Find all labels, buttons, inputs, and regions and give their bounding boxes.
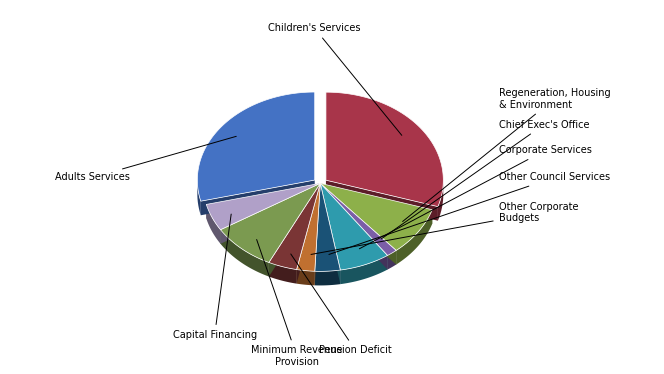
Polygon shape: [341, 255, 388, 284]
Polygon shape: [315, 183, 320, 285]
Polygon shape: [438, 183, 444, 221]
Polygon shape: [197, 92, 315, 201]
Text: Capital Financing: Capital Financing: [173, 214, 257, 340]
Polygon shape: [197, 182, 201, 215]
Polygon shape: [207, 183, 320, 230]
Polygon shape: [320, 183, 388, 270]
Polygon shape: [220, 183, 320, 244]
Text: Other Corporate
Budgets: Other Corporate Budgets: [311, 202, 578, 254]
Polygon shape: [320, 183, 396, 264]
Polygon shape: [220, 183, 320, 263]
Polygon shape: [220, 183, 320, 244]
Polygon shape: [388, 251, 396, 270]
Polygon shape: [207, 205, 220, 244]
Polygon shape: [220, 230, 269, 276]
Polygon shape: [269, 183, 320, 276]
Text: Children's Services: Children's Services: [268, 23, 402, 135]
Polygon shape: [315, 270, 341, 285]
Polygon shape: [320, 183, 388, 270]
Polygon shape: [297, 183, 320, 271]
Polygon shape: [320, 183, 396, 264]
Polygon shape: [320, 183, 432, 224]
Polygon shape: [269, 183, 320, 270]
Polygon shape: [297, 183, 320, 283]
Polygon shape: [315, 183, 320, 285]
Polygon shape: [269, 263, 297, 283]
Text: Regeneration, Housing
& Environment: Regeneration, Housing & Environment: [402, 88, 610, 221]
Polygon shape: [396, 210, 432, 264]
Text: Minimum Revenue
Provision: Minimum Revenue Provision: [251, 239, 343, 367]
Polygon shape: [320, 183, 396, 255]
Polygon shape: [315, 183, 341, 272]
Polygon shape: [297, 183, 320, 283]
Polygon shape: [320, 183, 341, 284]
Polygon shape: [326, 180, 438, 221]
Polygon shape: [320, 183, 432, 251]
Polygon shape: [326, 92, 444, 206]
Polygon shape: [297, 270, 315, 285]
Polygon shape: [207, 183, 320, 218]
Polygon shape: [320, 183, 341, 284]
Text: Chief Exec's Office: Chief Exec's Office: [381, 120, 589, 239]
Polygon shape: [269, 183, 320, 276]
Polygon shape: [320, 183, 388, 270]
Text: Adults Services: Adults Services: [55, 137, 236, 183]
Polygon shape: [201, 180, 315, 215]
Text: Corporate Services: Corporate Services: [359, 145, 592, 249]
Text: Pension Deficit: Pension Deficit: [291, 254, 392, 355]
Text: Other Council Services: Other Council Services: [329, 172, 610, 254]
